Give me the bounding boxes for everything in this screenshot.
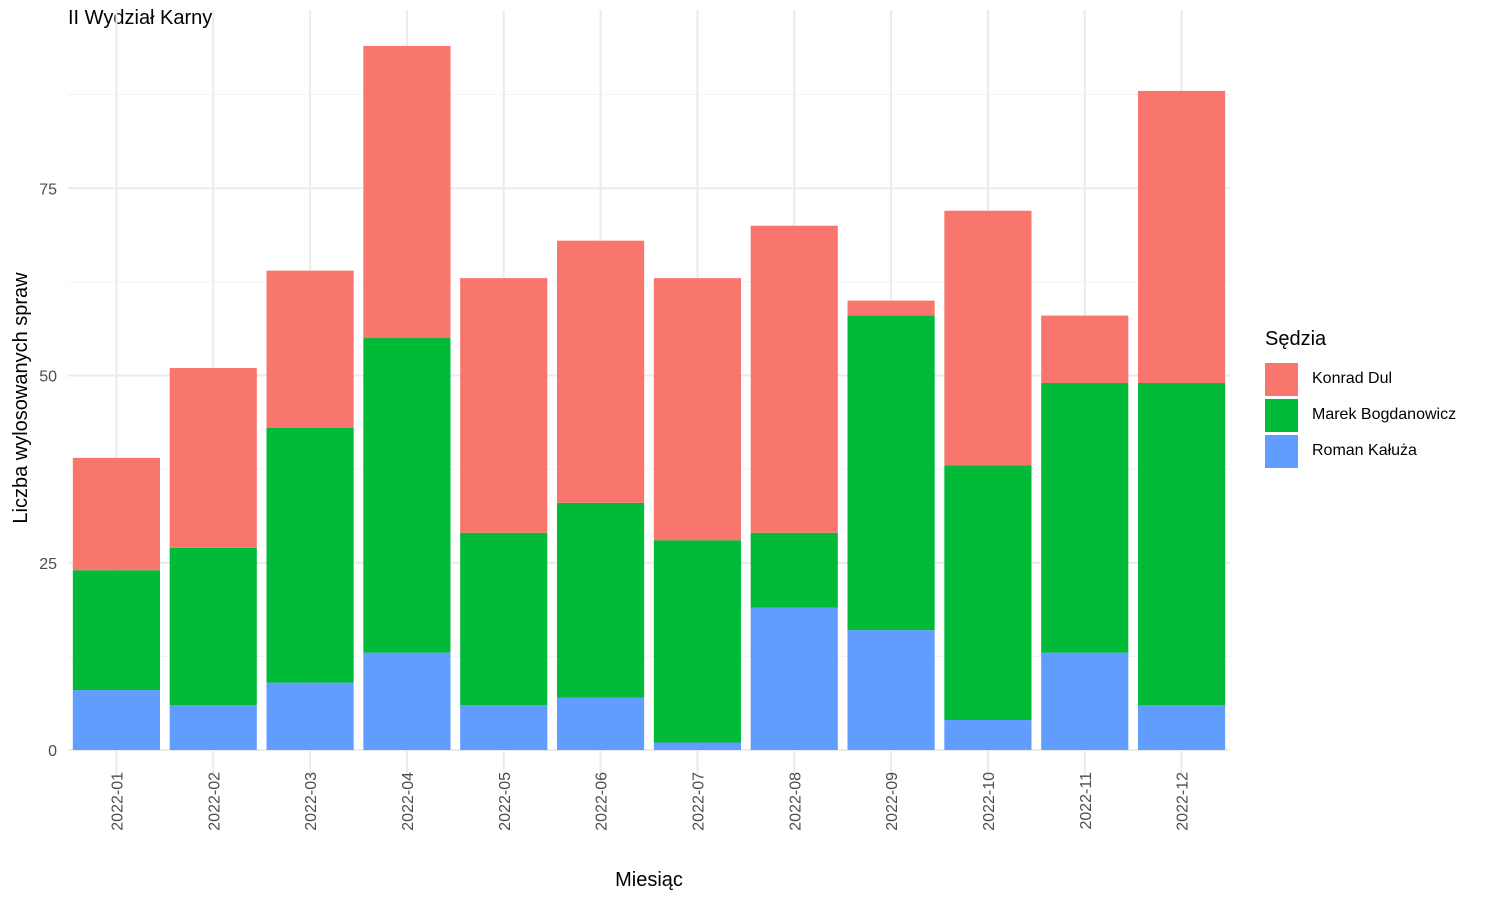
bar-segment	[1138, 382, 1226, 706]
legend-title: Sędzia	[1265, 328, 1327, 350]
bar-segment	[1041, 382, 1129, 653]
bar-segment	[169, 705, 257, 750]
bar-segment	[1138, 705, 1226, 750]
bar-segment	[266, 682, 354, 750]
legend-swatch	[1265, 398, 1298, 432]
x-tick-label: 2022-05	[497, 772, 514, 831]
legend-item-marek-bogdanowicz: Marek Bogdanowicz	[1265, 397, 1456, 433]
bar-segment	[72, 457, 160, 571]
bar-segment	[653, 742, 741, 750]
x-tick-label: 2022-03	[303, 772, 320, 831]
legend-swatch	[1265, 434, 1298, 468]
bar-segment	[750, 532, 838, 608]
y-tick-label: 0	[48, 743, 57, 760]
bar-segment	[363, 338, 451, 653]
bar-segment	[460, 705, 548, 750]
legend-label: Konrad Dul	[1312, 370, 1393, 387]
bar-segment	[1041, 652, 1129, 750]
legend-item-roman-kaluza: Roman Kałuża	[1265, 433, 1456, 469]
bar-segment	[1138, 90, 1226, 383]
y-tick-label: 75	[39, 181, 57, 198]
bar-segment	[557, 502, 645, 698]
bar-segment	[557, 697, 645, 750]
bar-segment	[460, 278, 548, 533]
x-tick-label: 2022-06	[594, 772, 611, 831]
y-tick-label: 25	[39, 556, 57, 573]
legend-swatch	[1265, 362, 1298, 396]
bar-segment	[1041, 315, 1129, 383]
bar-segment	[363, 652, 451, 750]
bar-segment	[944, 720, 1032, 750]
bar-segment	[460, 532, 548, 706]
bar-segment	[847, 315, 935, 631]
x-tick-label: 2022-01	[109, 772, 126, 831]
x-tick-label: 2022-12	[1175, 772, 1192, 831]
bar-segment	[847, 300, 935, 316]
bar-segment	[169, 547, 257, 706]
bar-segment	[847, 630, 935, 750]
x-tick-label: 2022-04	[400, 772, 417, 831]
bar-segment	[363, 45, 451, 339]
y-tick-label: 50	[39, 369, 57, 386]
y-axis-label: Liczba wylosowanych spraw	[10, 272, 32, 524]
bar-segment	[944, 210, 1032, 466]
bar-segment	[653, 540, 741, 743]
bar-segment	[266, 427, 354, 683]
x-tick-label: 2022-07	[690, 772, 707, 831]
x-tick-label: 2022-11	[1078, 772, 1095, 830]
bar-segment	[72, 570, 160, 691]
bar-segment	[72, 690, 160, 750]
bar-segment	[557, 240, 645, 503]
bar-segment	[750, 607, 838, 750]
x-tick-label: 2022-08	[787, 772, 804, 831]
x-tick-label: 2022-09	[884, 772, 901, 831]
x-tick-label: 2022-10	[981, 772, 998, 831]
bar-segment	[944, 465, 1032, 721]
legend-label: Roman Kałuża	[1312, 442, 1417, 459]
x-axis-label: Miesiąc	[615, 869, 683, 891]
legend: Sędzia Konrad Dul Marek Bogdanowicz Roma…	[1265, 328, 1456, 469]
bar-segment	[266, 270, 354, 428]
x-tick-label: 2022-02	[206, 772, 223, 831]
bar-segment	[169, 368, 257, 548]
legend-label: Marek Bogdanowicz	[1312, 406, 1457, 423]
chart-title: II Wydział Karny	[68, 7, 213, 29]
legend-item-konrad-dul: Konrad Dul	[1265, 361, 1456, 397]
bar-segment	[653, 278, 741, 541]
bar-segment	[750, 225, 838, 533]
